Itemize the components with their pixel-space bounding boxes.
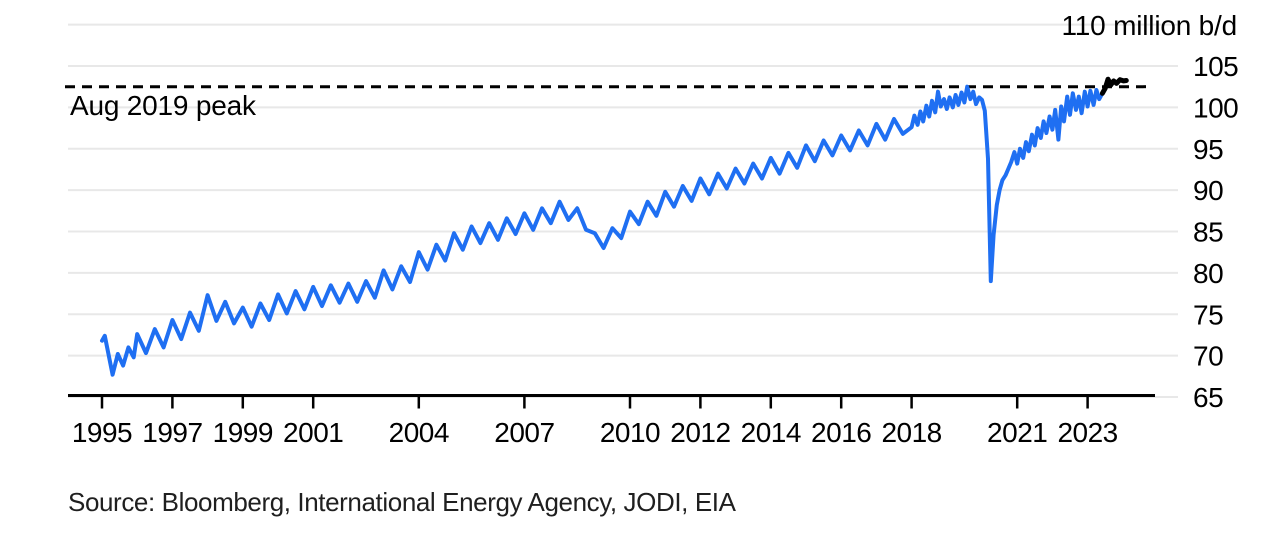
- x-tick-label-1999: 1999: [213, 417, 273, 448]
- y-tick-label-100: 100: [1193, 92, 1238, 123]
- x-tick-label-2010: 2010: [600, 417, 660, 448]
- x-tick-label-2014: 2014: [741, 417, 801, 448]
- x-tick-label-2018: 2018: [881, 417, 941, 448]
- y-tick-label-85: 85: [1193, 217, 1223, 248]
- y-axis-unit-label: 110 million b/d: [1061, 10, 1238, 41]
- y-tick-label-105: 105: [1193, 51, 1238, 82]
- x-tick-label-2023: 2023: [1057, 417, 1117, 448]
- latest-estimate-segment-line: [1099, 76, 1129, 96]
- y-tick-label-80: 80: [1193, 258, 1223, 289]
- x-tick-label-2007: 2007: [494, 417, 554, 448]
- y-tick-label-95: 95: [1193, 134, 1223, 165]
- global-oil-demand-line: [100, 84, 1105, 377]
- y-tick-label-75: 75: [1193, 299, 1223, 330]
- x-tick-label-1997: 1997: [142, 417, 202, 448]
- peak-annotation: Aug 2019 peak: [70, 90, 256, 121]
- x-tick-label-2021: 2021: [987, 417, 1047, 448]
- x-tick-label-2016: 2016: [811, 417, 871, 448]
- source-credit: Source: Bloomberg, International Energy …: [68, 487, 736, 517]
- x-tick-label-2004: 2004: [389, 417, 449, 448]
- x-tick-label-2001: 2001: [283, 417, 343, 448]
- x-tick-label-2012: 2012: [670, 417, 730, 448]
- y-tick-label-70: 70: [1193, 341, 1223, 372]
- y-tick-label-90: 90: [1193, 175, 1223, 206]
- x-tick-label-1995: 1995: [72, 417, 132, 448]
- y-tick-label-65: 65: [1193, 382, 1223, 413]
